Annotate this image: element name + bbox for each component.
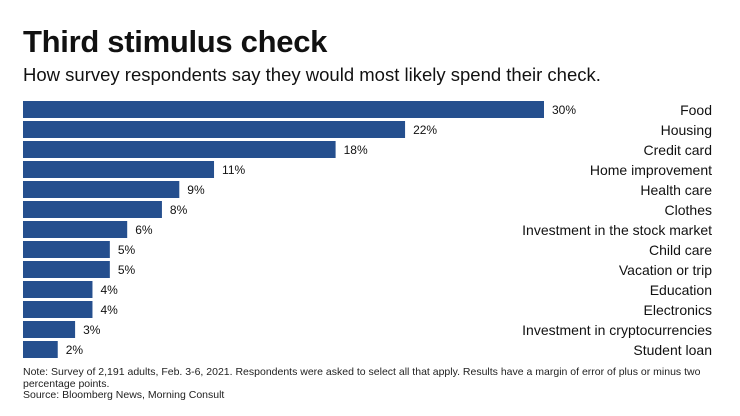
bar-child-care [23, 241, 110, 258]
value-label: 5% [118, 243, 136, 257]
chart-title: Third stimulus check [23, 24, 328, 59]
bar-chart: 30% Food 22% Housing 18% Credit card 11% Home i… [23, 101, 712, 358]
bar-investment-in-cryptocurrencies [23, 321, 76, 338]
category-label: Clothes [665, 202, 712, 218]
bar-home-improvement [23, 161, 215, 178]
note-text: Note: Survey of 2,191 adults, Feb. 3-6, … [23, 366, 701, 390]
bar-student-loan [23, 341, 58, 358]
category-label: Investment in the stock market [522, 222, 712, 238]
category-label: Investment in cryptocurrencies [522, 322, 712, 338]
footer-note: Note: Survey of 2,191 adults, Feb. 3-6, … [23, 366, 713, 402]
bar-food [23, 101, 544, 118]
bar-credit-card [23, 141, 336, 158]
source-text: Source: Bloomberg News, Morning Consult [23, 389, 225, 401]
value-label: 3% [83, 323, 101, 337]
category-label: Health care [640, 182, 712, 198]
value-label: 9% [187, 183, 205, 197]
value-label: 4% [100, 283, 118, 297]
category-label: Education [650, 282, 712, 298]
value-label: 22% [413, 123, 437, 137]
value-label: 8% [170, 203, 188, 217]
value-label: 18% [344, 143, 368, 157]
category-label: Housing [661, 122, 712, 138]
bar-education [23, 281, 93, 298]
bar-health-care [23, 181, 180, 198]
bar-clothes [23, 201, 162, 218]
value-label: 2% [66, 343, 84, 357]
value-label: 4% [100, 303, 118, 317]
bar-electronics [23, 301, 93, 318]
bar-investment-in-the-stock-market [23, 221, 128, 238]
bar-vacation-or-trip [23, 261, 110, 278]
category-label: Child care [649, 242, 712, 258]
category-label: Home improvement [590, 162, 712, 178]
category-label: Electronics [644, 302, 712, 318]
bar-housing [23, 121, 406, 138]
category-label: Student loan [633, 342, 712, 358]
value-label: 11% [222, 163, 245, 177]
category-label: Credit card [644, 142, 712, 158]
value-label: 5% [118, 263, 136, 277]
category-label: Food [680, 102, 712, 118]
value-label: 6% [135, 223, 153, 237]
value-label: 30% [552, 103, 576, 117]
chart-subtitle: How survey respondents say they would mo… [23, 64, 601, 85]
category-label: Vacation or trip [619, 262, 712, 278]
